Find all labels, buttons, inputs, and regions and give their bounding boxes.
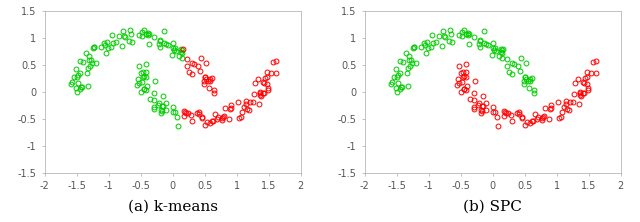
X-axis label: (b) SPC: (b) SPC — [463, 200, 522, 214]
X-axis label: (a) k-means: (a) k-means — [128, 200, 218, 214]
